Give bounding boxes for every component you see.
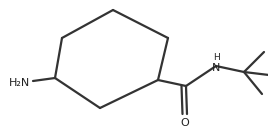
Text: H₂N: H₂N	[8, 78, 30, 88]
Text: N: N	[212, 63, 220, 73]
Text: H: H	[213, 53, 219, 62]
Text: O: O	[181, 118, 189, 128]
